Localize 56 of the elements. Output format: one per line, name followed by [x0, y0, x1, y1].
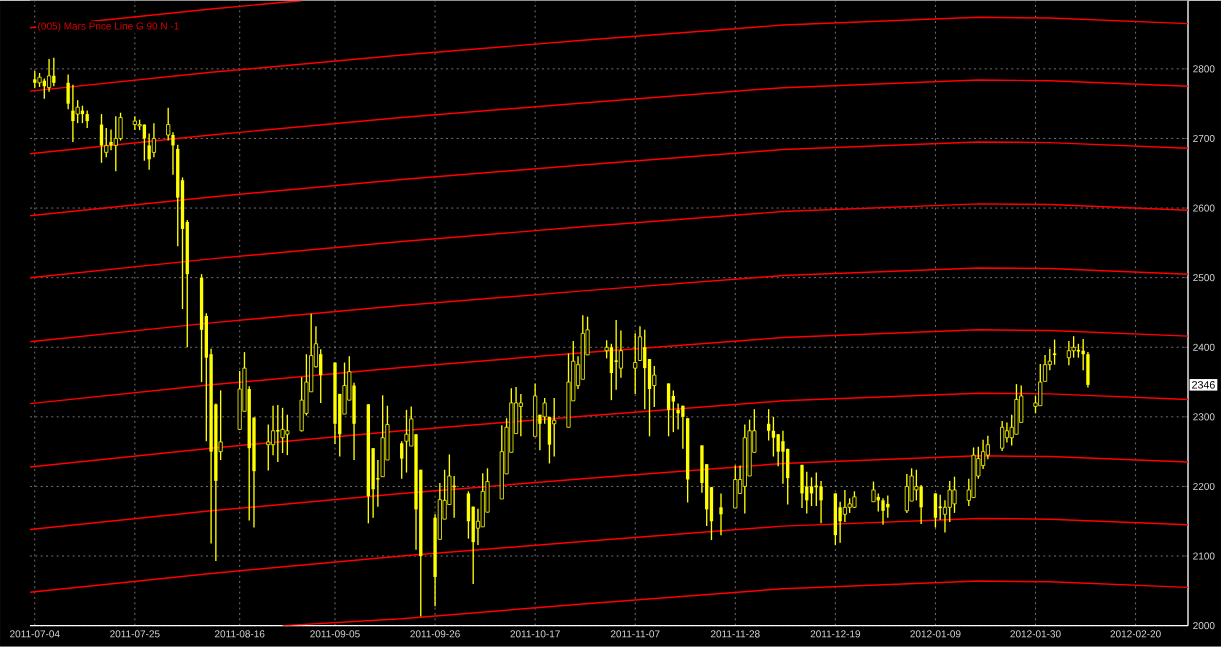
candlestick — [270, 405, 276, 456]
x-tick-label: 2011-07-25 — [110, 630, 160, 638]
x-tick-label: 2011-12-19 — [810, 630, 861, 638]
candlestick — [47, 58, 52, 93]
candlestick — [633, 332, 638, 395]
y-tick-label: 2800 — [1193, 65, 1215, 73]
line-series — [30, 267, 1188, 343]
x-tick-label: 2011-11-07 — [610, 630, 660, 638]
candlestick — [542, 397, 547, 425]
line-series — [30, 141, 1188, 217]
x-tick-label: 2011-09-26 — [410, 630, 460, 638]
candlestick — [104, 127, 109, 159]
annotation: 2346 — [1192, 381, 1215, 389]
candlestick — [613, 319, 619, 391]
candlestick — [518, 393, 523, 438]
candlestick — [552, 397, 557, 458]
line-series — [30, 203, 1188, 279]
x-tick-label: 2011-07-04 — [10, 630, 60, 638]
line-series — [30, 517, 1188, 594]
candlestick — [809, 476, 814, 507]
candlestick — [275, 404, 281, 463]
x-tick-label: 2011-10-17 — [510, 630, 560, 638]
y-tick-label: 2300 — [1193, 413, 1215, 421]
candlestick — [400, 440, 404, 480]
x-tick-label: 2012-02-20 — [1110, 630, 1161, 638]
line-series — [30, 329, 1188, 405]
candlestick — [671, 389, 676, 433]
y-tick-label: 2700 — [1193, 135, 1215, 143]
y-tick-label: 2500 — [1193, 274, 1215, 282]
line-series — [30, 392, 1188, 468]
line-series — [30, 16, 1188, 93]
y-tick-label: 2200 — [1193, 483, 1215, 491]
y-tick-label: 2000 — [1193, 622, 1215, 630]
candlestick — [1000, 420, 1005, 452]
candlestick — [766, 408, 771, 442]
candlestick — [151, 122, 156, 159]
y-tick-label: 2600 — [1193, 204, 1215, 212]
candlestick — [1081, 338, 1085, 372]
x-tick-label: 2012-01-09 — [910, 630, 961, 638]
candlestick — [771, 416, 776, 458]
candlestick — [881, 497, 885, 526]
x-tick-label: 2011-11-28 — [710, 630, 760, 638]
candlestick — [266, 424, 271, 472]
x-tick-label: 2011-09-05 — [310, 630, 360, 638]
candlestick — [819, 480, 823, 525]
y-tick-label: 2100 — [1193, 552, 1215, 560]
candlestick — [719, 492, 723, 537]
candlestick — [618, 330, 623, 379]
candlestick — [781, 430, 785, 485]
line-series — [30, 79, 1188, 155]
x-tick-label: 2012-01-30 — [1010, 630, 1061, 638]
candlestick — [871, 481, 876, 503]
x-tick-label: 2011-08-16 — [214, 630, 265, 638]
candlestick — [66, 73, 70, 111]
y-tick-label: 2400 — [1193, 343, 1215, 351]
text: (005) Mars Price Line G 90 N -1 — [38, 22, 179, 32]
